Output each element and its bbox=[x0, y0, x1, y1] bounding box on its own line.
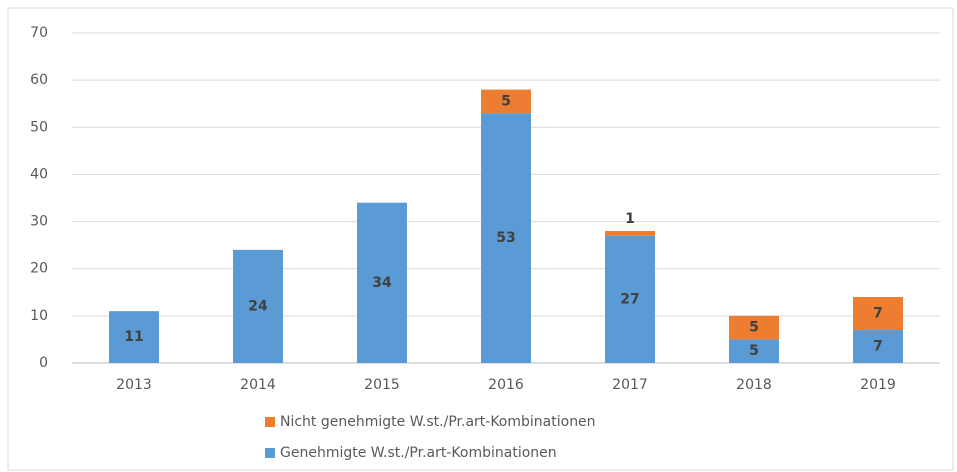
bar-segment bbox=[357, 202, 407, 363]
bar-segment bbox=[109, 311, 159, 363]
data-label: 5 bbox=[501, 93, 511, 109]
y-tick-label: 50 bbox=[30, 119, 48, 135]
bar-segment bbox=[605, 235, 655, 363]
data-label: 7 bbox=[873, 306, 883, 322]
data-label: 24 bbox=[248, 298, 268, 314]
data-label: 53 bbox=[496, 230, 515, 246]
bar-segment bbox=[853, 330, 903, 363]
bar-segment bbox=[729, 339, 779, 363]
y-tick-label: 10 bbox=[30, 308, 48, 324]
data-label: 7 bbox=[873, 339, 883, 355]
bar-segment bbox=[729, 315, 779, 340]
x-tick-label: 2016 bbox=[488, 377, 524, 393]
bar-segment bbox=[481, 89, 531, 114]
x-tick-label: 2018 bbox=[736, 377, 772, 393]
x-tick-label: 2017 bbox=[612, 377, 648, 393]
x-tick-label: 2015 bbox=[364, 377, 400, 393]
data-label: 27 bbox=[620, 291, 639, 307]
data-label: 5 bbox=[749, 343, 759, 359]
bar-segment bbox=[481, 113, 531, 364]
bar-segment bbox=[853, 297, 903, 330]
y-tick-label: 60 bbox=[30, 72, 48, 88]
chart-frame bbox=[7, 7, 954, 471]
data-label: 1 bbox=[625, 211, 635, 227]
legend-swatch bbox=[265, 448, 275, 458]
bar-segment bbox=[233, 249, 283, 363]
y-tick-label: 0 bbox=[39, 355, 48, 371]
legend-label: Nicht genehmigte W.st./Pr.art-Kombinatio… bbox=[280, 414, 596, 430]
y-tick-label: 40 bbox=[30, 166, 48, 182]
data-label: 34 bbox=[372, 275, 392, 291]
legend-swatch bbox=[265, 417, 275, 427]
x-tick-label: 2013 bbox=[116, 377, 152, 393]
data-label: 11 bbox=[124, 329, 143, 345]
bar-segment bbox=[605, 231, 655, 236]
y-tick-label: 70 bbox=[30, 25, 48, 41]
y-tick-label: 20 bbox=[30, 261, 48, 277]
data-label: 5 bbox=[749, 320, 759, 336]
legend-label: Genehmigte W.st./Pr.art-Kombinationen bbox=[280, 445, 557, 461]
y-tick-label: 30 bbox=[30, 214, 48, 230]
x-tick-label: 2019 bbox=[860, 377, 896, 393]
x-tick-label: 2014 bbox=[240, 377, 276, 393]
